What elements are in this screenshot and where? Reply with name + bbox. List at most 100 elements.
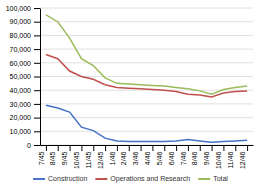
y-axis: 0 10,000 20,000 30,000 40,000 50,000 60,000 70,… [6, 5, 41, 149]
x-tick-label: 7/45 [38, 151, 45, 165]
x-tick-mark [235, 145, 236, 151]
y-tick: 0 [27, 142, 40, 149]
y-tick: 30,000 [10, 101, 40, 108]
x-tick-label: 12/45 [97, 151, 104, 169]
y-tick-label: 60,000 [10, 60, 32, 67]
legend-label: Total [213, 175, 228, 182]
grid-line [40, 76, 253, 77]
x-tick: 12/45 [97, 145, 106, 169]
y-tick-mark [34, 90, 40, 91]
x-tick: 11/45 [85, 145, 94, 169]
x-tick-label: 8/46 [191, 151, 198, 165]
x-tick-label: 11/45 [85, 151, 92, 168]
y-tick-mark [34, 49, 40, 50]
legend: Construction Operations and Research Total [33, 175, 228, 183]
legend-label: Construction [48, 175, 87, 182]
grid-line [40, 103, 253, 104]
y-tick-label: 90,000 [10, 18, 32, 25]
legend-swatch [95, 178, 107, 180]
x-tick: 9/46 [203, 145, 212, 165]
grid-line [40, 21, 253, 22]
grid-line [40, 49, 253, 50]
x-tick-mark [105, 145, 106, 151]
y-tick-mark [34, 22, 40, 23]
x-tick-label: 6/46 [168, 151, 175, 165]
x-tick-label: 11/46 [227, 151, 234, 168]
legend-item: Construction [33, 175, 87, 182]
y-tick: 60,000 [10, 60, 40, 67]
x-tick-mark [188, 145, 189, 151]
x-tick-label: 5/46 [156, 151, 163, 165]
x-axis-line [41, 145, 254, 146]
x-tick-label: 8/45 [49, 151, 56, 165]
x-tick-label: 4/46 [144, 151, 151, 165]
y-axis-line [40, 9, 41, 146]
grid [40, 8, 253, 145]
y-tick: 70,000 [10, 46, 40, 53]
x-tick: 11/46 [227, 145, 236, 169]
grid-line [40, 145, 253, 146]
y-tick-label: 50,000 [10, 73, 32, 80]
x-tick-mark [129, 145, 130, 151]
grid-line [40, 131, 253, 132]
x-tick-mark [152, 145, 153, 151]
y-tick-mark [34, 63, 40, 64]
x-tick-mark [58, 145, 59, 151]
x-tick: 7/45 [38, 145, 47, 165]
x-tick-mark [247, 145, 248, 151]
y-tick-label: 100,000 [6, 5, 31, 12]
x-tick: 6/46 [168, 145, 177, 165]
chart: 0 10,000 20,000 30,000 40,000 50,000 60,000 70,… [0, 0, 261, 193]
x-tick-mark [70, 145, 71, 151]
y-tick-label: 30,000 [10, 101, 32, 108]
y-tick-mark [34, 104, 40, 105]
x-tick: 2/46 [120, 145, 129, 165]
grid-line [40, 62, 253, 63]
x-tick-mark [200, 145, 201, 151]
grid-line [40, 35, 253, 36]
legend-swatch [33, 178, 45, 180]
y-tick-label: 20,000 [10, 114, 32, 121]
x-tick-mark [93, 145, 94, 151]
y-tick: 50,000 [10, 73, 40, 80]
y-tick-label: 10,000 [10, 128, 32, 135]
x-tick-label: 1/46 [109, 151, 116, 165]
x-tick-mark [212, 145, 213, 151]
grid-line [40, 117, 253, 118]
y-tick-label: 70,000 [10, 46, 32, 53]
legend-swatch [198, 178, 210, 180]
x-axis: 7/45 8/45 9/4510/45 11/45 12/45 1/46 2/46 3/46 4… [38, 145, 254, 169]
x-tick-mark [81, 145, 82, 151]
x-tick-label: 2/46 [120, 151, 127, 165]
x-tick-mark [117, 145, 118, 151]
legend-item: Total [198, 175, 228, 182]
y-tick-mark [34, 118, 40, 119]
y-tick: 40,000 [10, 87, 40, 94]
y-tick-mark [34, 145, 40, 146]
x-tick-mark [223, 145, 224, 151]
y-tick-mark [34, 131, 40, 132]
x-tick-label: 3/46 [132, 151, 139, 165]
x-tick-label: 10/45 [73, 151, 80, 169]
plot: 0 10,000 20,000 30,000 40,000 50,000 60,000 70,… [6, 5, 254, 169]
series-line [46, 55, 247, 97]
x-tick: 9/45 [61, 145, 70, 165]
y-tick: 20,000 [10, 114, 40, 121]
x-tick-mark [141, 145, 142, 151]
x-tick-label: 9/46 [203, 151, 210, 165]
y-tick: 100,000 [6, 5, 40, 12]
legend-label: Operations and Research [110, 175, 190, 183]
y-tick: 90,000 [10, 18, 40, 25]
legend-item: Operations and Research [95, 175, 190, 183]
y-tick-label: 80,000 [10, 32, 32, 39]
y-tick-label: 0 [27, 142, 31, 149]
series-line [46, 105, 247, 142]
x-tick-label: 7/46 [180, 151, 187, 165]
x-tick: 12/46 [239, 145, 248, 169]
y-tick: 80,000 [10, 32, 40, 39]
x-tick-mark [176, 145, 177, 151]
x-tick-mark [46, 145, 47, 151]
x-tick: 4/46 [144, 145, 153, 165]
lines [46, 15, 247, 142]
x-tick: 1/46 [109, 145, 118, 165]
